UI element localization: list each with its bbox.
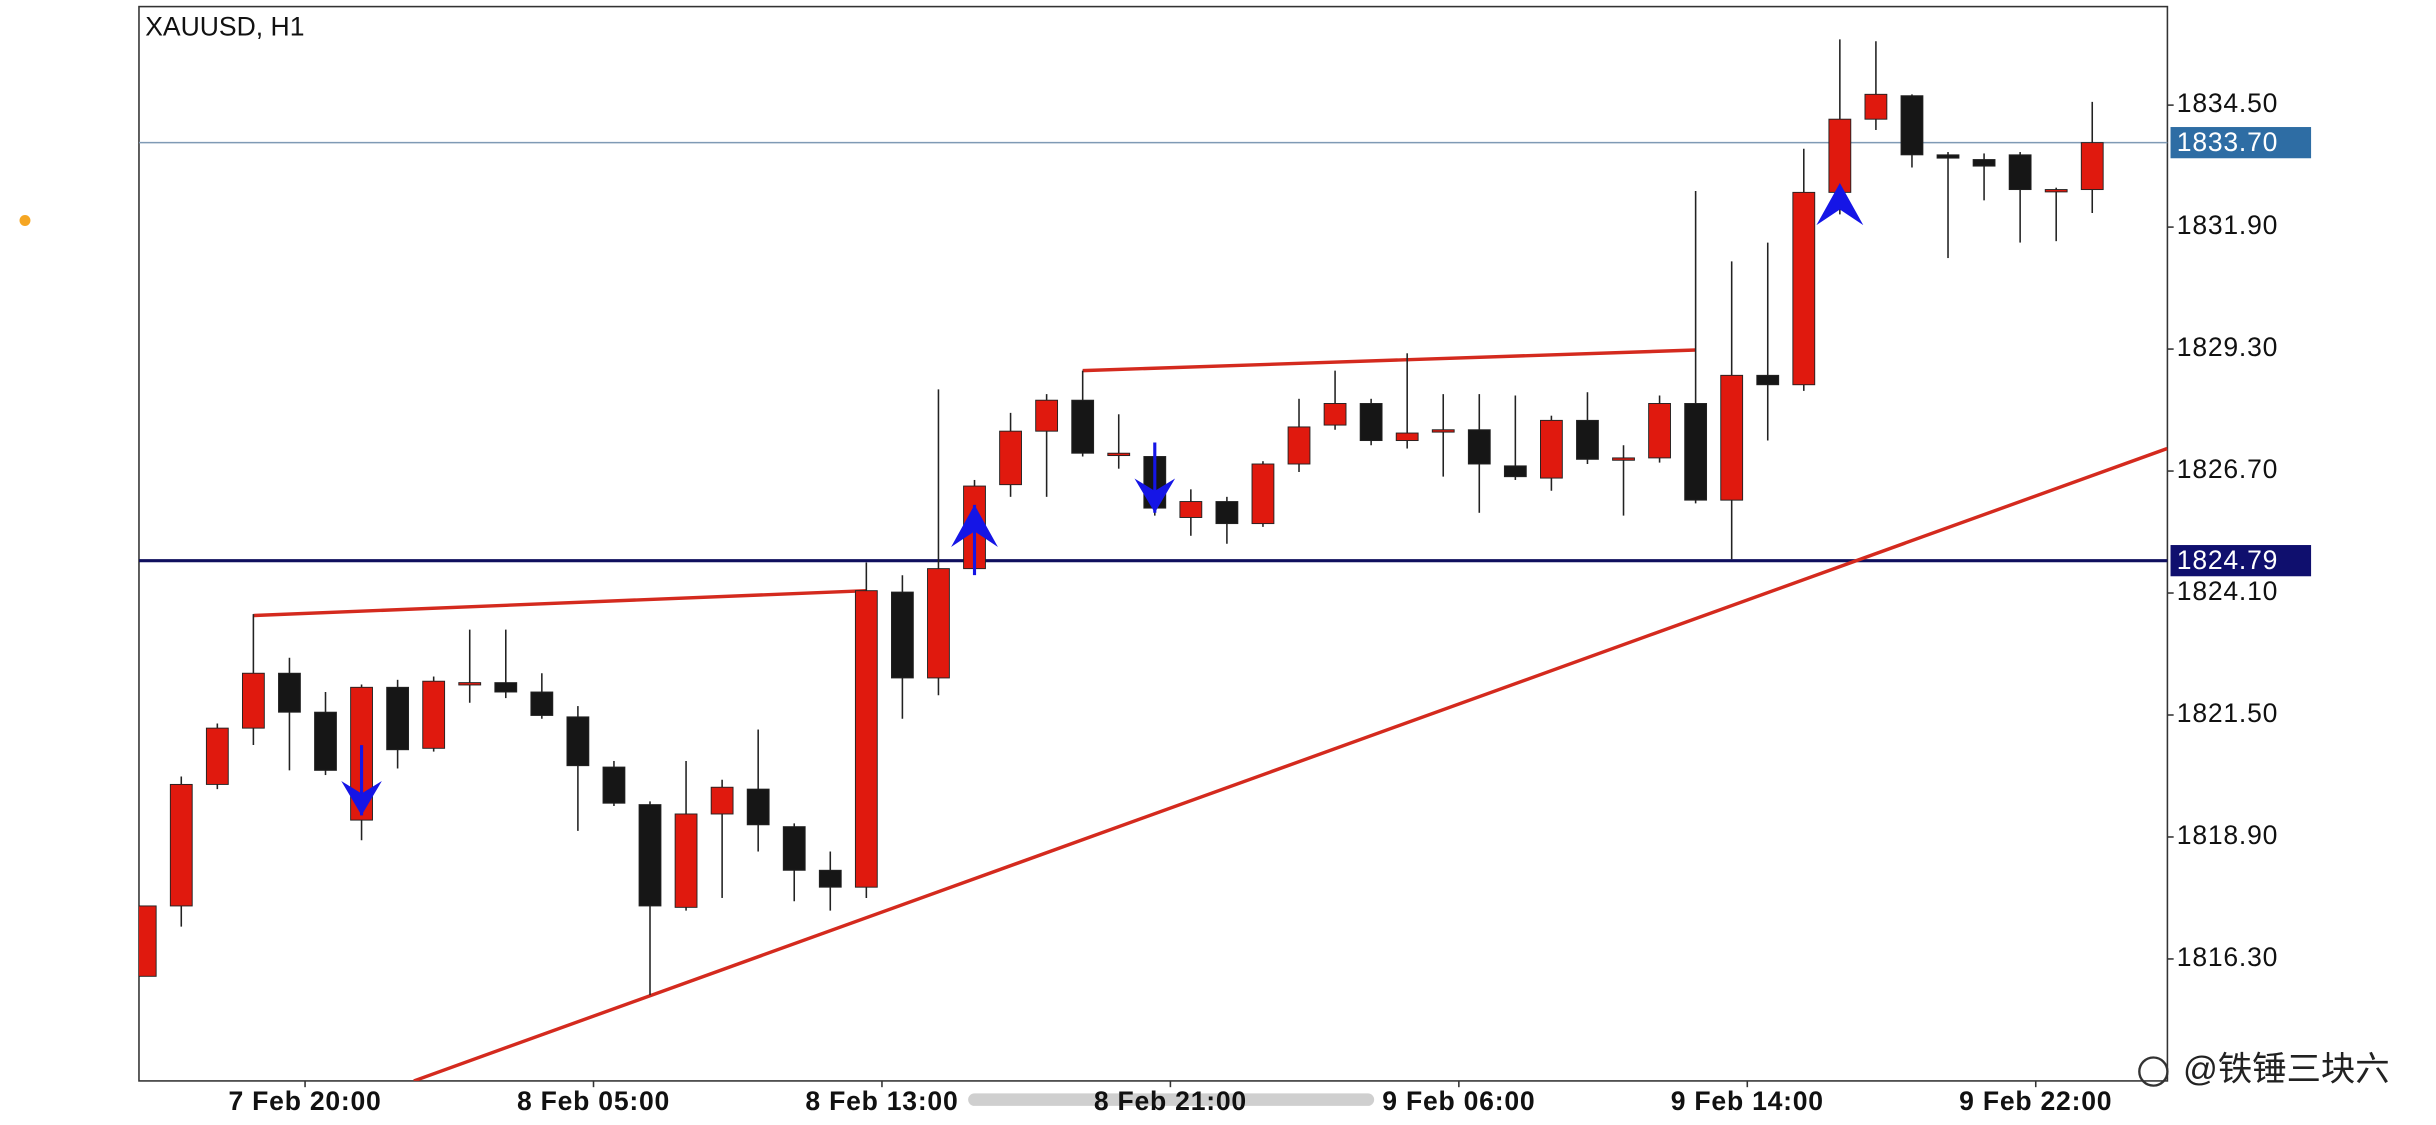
y-tick-label: 1826.70: [2177, 454, 2278, 484]
trendline: [413, 446, 2168, 1081]
watermark-icon: [2138, 1056, 2169, 1087]
signal-arrow: [1816, 182, 1864, 226]
candle-body: [1972, 159, 1996, 167]
y-tick-label: 1818.90: [2177, 820, 2278, 850]
price-label-box: [2170, 545, 2312, 577]
x-tick-label: 8 Feb 13:00: [805, 1086, 958, 1116]
signal-arrow: [1134, 442, 1176, 513]
candle-body: [1395, 432, 1419, 442]
candle-body: [2080, 142, 2104, 191]
chart-title: XAUUSD, H1: [145, 11, 304, 41]
candle-body: [1323, 403, 1347, 426]
candle-body: [1467, 429, 1491, 465]
signal-head: [951, 504, 998, 547]
candle-body: [1864, 93, 1888, 120]
trendline: [1082, 348, 1696, 373]
candle-body: [1179, 501, 1203, 518]
candle-body: [1503, 465, 1527, 478]
candle-body: [386, 686, 410, 751]
candle-body: [1648, 403, 1671, 459]
candle-body: [1359, 403, 1383, 442]
signal-arrow: [341, 745, 382, 816]
candle-body: [205, 727, 229, 785]
candle-body: [818, 869, 842, 888]
x-tick-label: 8 Feb 21:00: [1094, 1086, 1247, 1116]
plot-area: [138, 39, 2168, 1081]
x-tick-label: 8 Feb 05:00: [517, 1086, 670, 1116]
watermark: @铁锤三块六: [2138, 1051, 2390, 1089]
y-tick-label: 1824.10: [2177, 576, 2278, 606]
y-tick-label: 1816.30: [2177, 942, 2278, 972]
scrollbar[interactable]: [968, 1093, 1375, 1106]
candle-body: [927, 568, 950, 679]
x-tick-label: 9 Feb 06:00: [1382, 1086, 1535, 1116]
watermark-text: @铁锤三块六: [2183, 1051, 2390, 1089]
candle-body: [1684, 403, 1708, 501]
price-label: 1824.79: [2177, 545, 2278, 575]
candle-body: [314, 711, 337, 771]
y-tick-label: 1831.90: [2177, 210, 2278, 240]
status-dot: [19, 215, 31, 226]
candle-body: [1612, 457, 1635, 461]
candle-body: [782, 826, 806, 871]
candle-body: [1431, 429, 1455, 433]
candle-body: [710, 786, 734, 815]
candle-body: [1756, 374, 1780, 386]
candle-body: [746, 788, 770, 826]
candle-body: [1071, 399, 1095, 454]
candle-body: [1215, 501, 1239, 525]
candle-body: [241, 672, 265, 729]
signal-head: [1134, 478, 1176, 513]
candle-body: [138, 905, 157, 977]
candle-body: [494, 682, 518, 693]
candle-body: [1792, 191, 1816, 386]
candle-body: [854, 590, 878, 888]
candle-body: [1720, 374, 1744, 501]
candle-body: [1035, 399, 1059, 432]
candle-body: [2008, 154, 2032, 191]
candle-body: [278, 672, 301, 713]
candle-body: [890, 591, 914, 679]
candle-body: [530, 691, 554, 716]
candle-body: [999, 430, 1022, 486]
candle-body: [1251, 463, 1275, 525]
x-tick-label: 9 Feb 14:00: [1671, 1086, 1824, 1116]
candle-body: [1287, 426, 1311, 465]
y-tick-label: 1834.50: [2177, 88, 2278, 118]
candle-body: [602, 766, 626, 804]
candle-body: [458, 682, 482, 686]
signal-head: [341, 781, 382, 816]
candle-body: [1540, 419, 1563, 479]
price-label: 1833.70: [2177, 127, 2278, 157]
candle-body: [638, 804, 662, 907]
candle-body: [1107, 452, 1131, 457]
signal-head: [1816, 182, 1864, 226]
y-tick-label: 1821.50: [2177, 698, 2278, 728]
candle-body: [2044, 189, 2068, 193]
plot-frame: [138, 5, 2169, 1082]
y-tick-label: 1829.30: [2177, 332, 2278, 362]
x-tick-label: 7 Feb 20:00: [228, 1086, 381, 1116]
price-label-box: [2170, 127, 2312, 159]
candle-body: [1936, 154, 1960, 159]
candle-body: [566, 716, 590, 767]
signal-arrow: [951, 504, 998, 576]
candle-body: [422, 680, 446, 749]
x-tick-label: 9 Feb 22:00: [1959, 1086, 2112, 1116]
candle-body: [674, 813, 698, 908]
candle-body: [1900, 95, 1924, 156]
candle-body: [169, 783, 193, 907]
candle-body: [1576, 419, 1599, 460]
candle-body: [1828, 118, 1852, 193]
trendline: [253, 588, 867, 618]
